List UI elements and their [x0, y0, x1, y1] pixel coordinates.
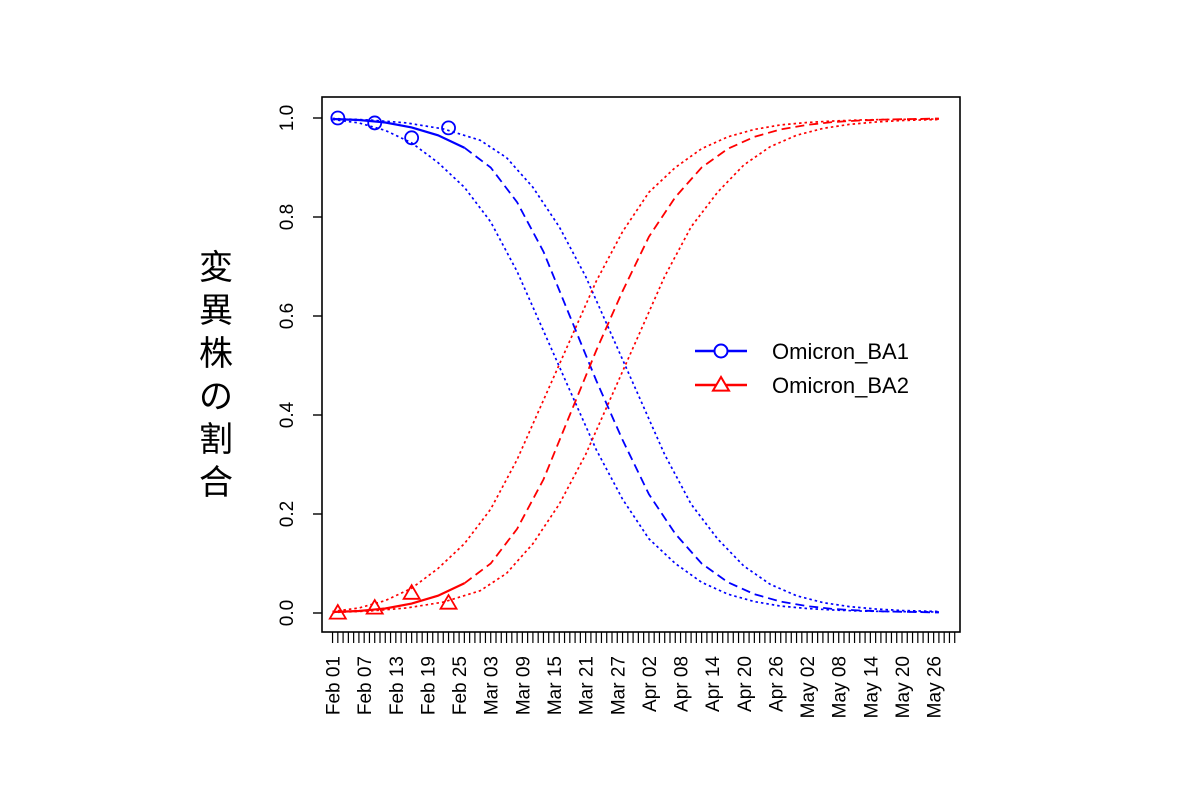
x-tick-label: Mar 03 [482, 656, 503, 715]
data-point-omicron-ba2 [365, 598, 385, 615]
x-tick-label: Apr 26 [766, 656, 787, 712]
x-tick-label: Apr 08 [672, 656, 693, 712]
data-point-omicron-ba2 [402, 583, 422, 600]
x-tick-label: Feb 07 [355, 656, 376, 715]
y-axis-label-char: 合 [199, 463, 233, 503]
plot-frame [321, 96, 961, 633]
x-tick-label: May 26 [925, 656, 946, 718]
ci-upper-line-omicron-ba2 [332, 118, 939, 613]
fit-solid-line-omicron-ba1 [332, 117, 465, 149]
legend-label-omicron-ba2: Omicron_BA2 [772, 373, 909, 398]
x-tick-label: Feb 19 [418, 656, 439, 715]
data-point-omicron-ba1 [404, 130, 420, 146]
fit-dashed-line-omicron-ba2 [463, 117, 939, 585]
data-point-omicron-ba2 [328, 603, 348, 620]
x-tick-label: Feb 13 [387, 656, 408, 715]
x-tick-label: Feb 25 [450, 656, 471, 715]
legend: Omicron_BA1 Omicron_BA2 [695, 339, 909, 398]
axes: 0.0 0.2 0.4 0.6 0.8 1.0 Feb 01 Feb 07 Feb 13 Feb … [277, 105, 956, 719]
x-tick-label: Apr 20 [735, 656, 756, 712]
y-tick-label: 0.2 [277, 501, 298, 527]
data-point-omicron-ba1 [330, 110, 346, 126]
y-tick-label: 0.0 [277, 600, 298, 626]
x-tick-label: Mar 15 [545, 656, 566, 715]
x-tick-label: Mar 09 [513, 656, 534, 715]
y-tick-label: 0.8 [277, 204, 298, 230]
y-axis-label-char: 株 [199, 334, 233, 374]
x-tick-label: Mar 21 [577, 656, 598, 715]
y-axis-label-char: 異 [199, 291, 233, 331]
data-point-omicron-ba2 [438, 593, 459, 610]
data-point-omicron-ba1 [441, 120, 456, 136]
x-tick-label: Mar 27 [608, 656, 629, 715]
x-tick-label: May 14 [861, 656, 882, 719]
x-tick-label: May 08 [830, 656, 851, 718]
x-tick-label: Apr 02 [640, 656, 661, 712]
x-tick-label: Feb 01 [324, 656, 345, 715]
plot-area [328, 110, 939, 620]
legend-marker-omicron-ba2 [711, 375, 731, 392]
ci-lower-line-omicron-ba1 [332, 118, 939, 613]
y-axis-label-char: の [199, 377, 233, 417]
x-tick-label: Apr 14 [703, 656, 724, 712]
x-tick-label: May 02 [798, 656, 819, 718]
y-tick-label: 0.4 [277, 401, 298, 428]
y-axis-label-char: 変 [199, 248, 233, 288]
fit-solid-line-omicron-ba2 [332, 582, 465, 614]
y-axis-label: 変異株の割合 [199, 248, 233, 503]
data-point-omicron-ba1 [367, 115, 383, 131]
legend-label-omicron-ba1: Omicron_BA1 [772, 339, 909, 364]
legend-marker-omicron-ba1 [713, 343, 729, 359]
x-tick-label: May 20 [893, 656, 914, 718]
y-tick-label: 1.0 [277, 105, 298, 131]
y-tick-label: 0.6 [277, 303, 298, 329]
y-axis-label-char: 割 [199, 420, 233, 460]
fit-dashed-line-omicron-ba1 [463, 146, 939, 614]
